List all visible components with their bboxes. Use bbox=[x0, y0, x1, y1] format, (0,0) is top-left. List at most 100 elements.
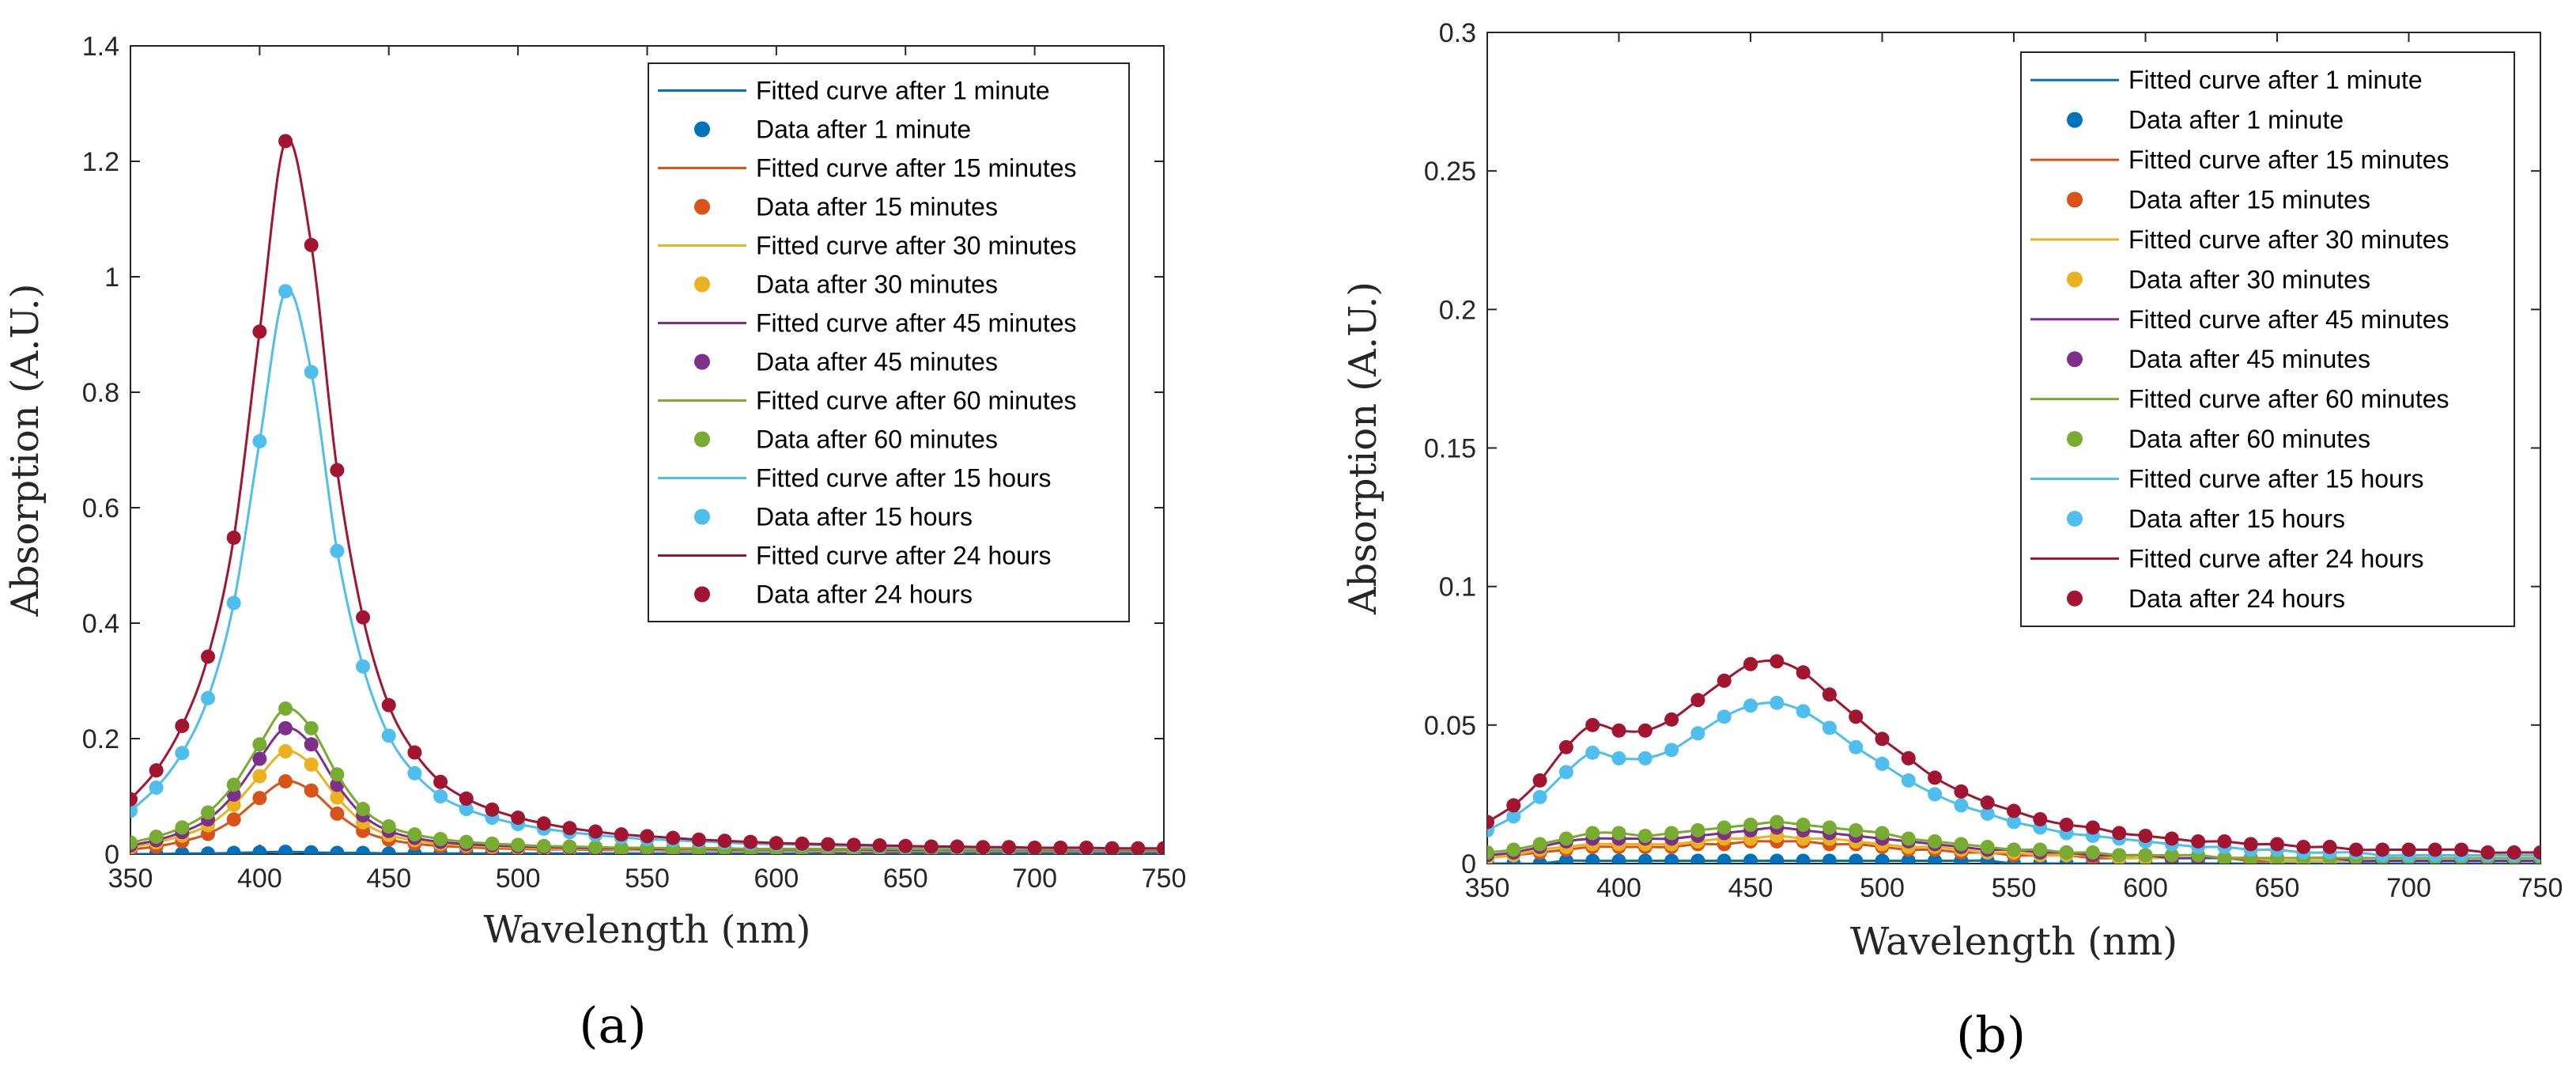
data-point bbox=[1001, 840, 1016, 854]
x-tick-label: 500 bbox=[1860, 873, 1905, 903]
legend-entry-fitted: Fitted curve after 1 minute bbox=[756, 77, 1050, 105]
data-point bbox=[2348, 842, 2363, 857]
legend-marker-swatch bbox=[2067, 431, 2083, 448]
data-point bbox=[252, 751, 267, 766]
data-point bbox=[691, 832, 706, 847]
y-axis-title: Absorption (A.U.) bbox=[1341, 282, 1385, 615]
legend-box bbox=[648, 62, 1130, 622]
data-point bbox=[511, 811, 526, 826]
x-tick-label: 750 bbox=[2518, 873, 2563, 903]
data-point bbox=[201, 805, 216, 820]
data-point bbox=[1928, 834, 1943, 849]
data-point bbox=[1585, 717, 1600, 732]
data-point bbox=[1796, 817, 1811, 832]
data-point bbox=[381, 846, 396, 854]
data-point bbox=[1611, 750, 1626, 765]
data-point bbox=[226, 797, 241, 812]
data-point bbox=[1743, 817, 1758, 832]
data-point bbox=[2191, 834, 2206, 849]
legend-box bbox=[2020, 51, 2515, 627]
legend-entry-fitted: Fitted curve after 15 hours bbox=[2128, 465, 2424, 493]
data-point bbox=[1770, 853, 1785, 864]
legend-marker-swatch bbox=[2067, 191, 2083, 208]
data-point bbox=[2217, 850, 2232, 864]
legend-entry-data: Data after 1 minute bbox=[756, 115, 971, 144]
data-point bbox=[2506, 845, 2521, 860]
data-point bbox=[1901, 750, 1916, 765]
data-point bbox=[2427, 842, 2442, 857]
data-point bbox=[1585, 853, 1600, 864]
data-point bbox=[407, 745, 422, 760]
data-point bbox=[278, 774, 293, 789]
y-tick-label: 0.15 bbox=[1424, 434, 1476, 464]
data-point bbox=[330, 463, 345, 478]
data-point bbox=[149, 763, 164, 778]
data-point bbox=[1980, 839, 1995, 854]
legend-entry-data: Data after 15 hours bbox=[756, 503, 973, 531]
data-point bbox=[433, 774, 448, 789]
data-point bbox=[1690, 726, 1705, 741]
data-point bbox=[2007, 803, 2021, 818]
data-point bbox=[1928, 853, 1943, 864]
data-point bbox=[2059, 845, 2074, 860]
y-tick-label: 0 bbox=[104, 840, 119, 870]
data-point bbox=[1078, 840, 1093, 854]
data-point bbox=[1585, 826, 1600, 841]
data-point bbox=[130, 835, 138, 850]
legend-entry-fitted: Fitted curve after 45 minutes bbox=[756, 309, 1077, 338]
data-point bbox=[1796, 665, 1811, 680]
data-point bbox=[2164, 831, 2179, 846]
y-tick-label: 0.1 bbox=[1439, 573, 1476, 603]
data-point bbox=[1849, 822, 1864, 837]
data-point bbox=[330, 790, 345, 805]
x-tick-label: 550 bbox=[1992, 873, 2037, 903]
data-point bbox=[1796, 704, 1811, 719]
data-point bbox=[2401, 842, 2416, 857]
y-tick-label: 1.2 bbox=[82, 147, 119, 177]
legend-entry-data: Data after 15 minutes bbox=[756, 193, 998, 221]
data-point bbox=[459, 834, 474, 849]
x-tick-label: 350 bbox=[108, 864, 153, 894]
data-point bbox=[562, 821, 577, 836]
data-point bbox=[1532, 789, 1547, 804]
legend-entry-fitted: Fitted curve after 15 hours bbox=[756, 464, 1052, 493]
data-point bbox=[1875, 756, 1890, 771]
data-point bbox=[381, 818, 396, 834]
data-point bbox=[1664, 743, 1679, 758]
data-point bbox=[2322, 839, 2337, 854]
data-point bbox=[1928, 787, 1943, 802]
data-point bbox=[356, 610, 371, 625]
data-point bbox=[356, 659, 371, 674]
data-point bbox=[130, 792, 138, 807]
data-point bbox=[1506, 842, 1521, 857]
data-point bbox=[536, 816, 551, 831]
legend: Fitted curve after 1 minute Data after 1 … bbox=[2020, 51, 2515, 627]
x-tick-label: 500 bbox=[496, 864, 541, 894]
data-point bbox=[330, 543, 345, 558]
y-tick-label: 0 bbox=[1461, 849, 1476, 879]
y-tick-label: 0.8 bbox=[82, 378, 119, 408]
y-tick-label: 0.4 bbox=[82, 609, 119, 639]
x-tick-label: 600 bbox=[2123, 873, 2168, 903]
data-point bbox=[330, 806, 345, 821]
legend-entry-fitted: Fitted curve after 60 minutes bbox=[2128, 385, 2449, 414]
data-point bbox=[1157, 841, 1164, 854]
data-point bbox=[614, 840, 629, 854]
x-tick-label: 450 bbox=[366, 864, 411, 894]
data-point bbox=[1611, 826, 1626, 841]
data-point bbox=[2270, 837, 2284, 852]
x-tick-label: 350 bbox=[1465, 873, 1510, 903]
y-tick-label: 1 bbox=[104, 263, 119, 293]
data-point bbox=[175, 846, 190, 854]
data-point bbox=[304, 237, 319, 252]
data-point bbox=[278, 845, 293, 854]
data-point bbox=[536, 838, 551, 853]
data-point bbox=[252, 845, 267, 854]
legend-entry-data: Data after 24 hours bbox=[756, 580, 973, 609]
legend-entry-fitted: Fitted curve after 24 hours bbox=[756, 542, 1052, 570]
data-point bbox=[1875, 731, 1890, 747]
data-point bbox=[769, 836, 784, 851]
data-point bbox=[1487, 815, 1494, 830]
data-point bbox=[1664, 853, 1679, 864]
